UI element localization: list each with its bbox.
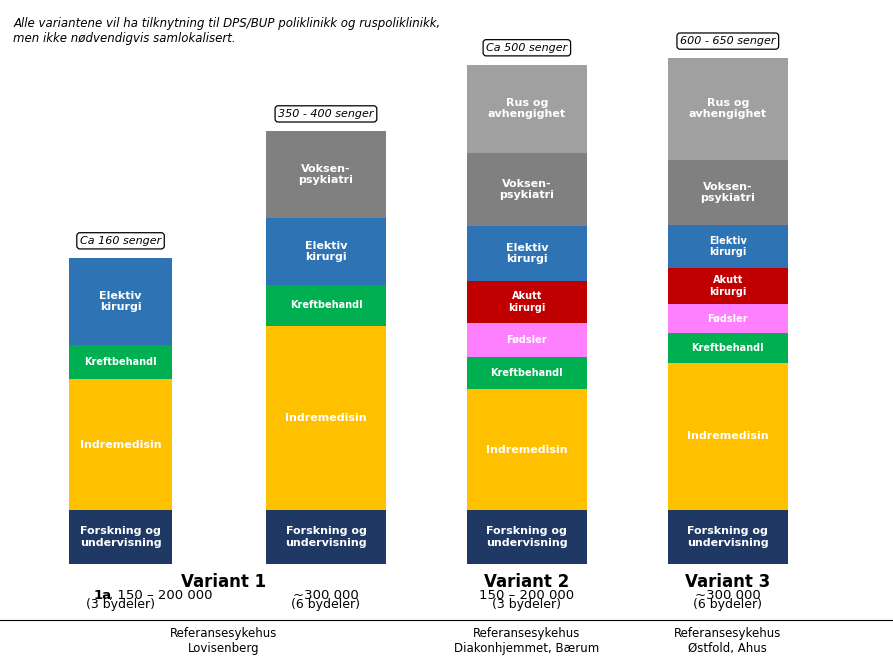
- Bar: [70, 379, 171, 510]
- Text: 350 - 400 senger: 350 - 400 senger: [279, 109, 373, 119]
- Bar: [667, 304, 788, 333]
- Text: Referansesykehus
Østfold, Ahus: Referansesykehus Østfold, Ahus: [674, 627, 781, 655]
- Text: Forskning og
undervisning: Forskning og undervisning: [687, 526, 769, 548]
- Text: Indremedisin: Indremedisin: [687, 432, 769, 441]
- Bar: [70, 510, 171, 564]
- Bar: [466, 226, 588, 281]
- Bar: [667, 160, 788, 225]
- Bar: [466, 281, 588, 323]
- Text: Elektiv
kirurgi: Elektiv kirurgi: [505, 243, 548, 265]
- Text: 1a: 1a: [94, 589, 112, 603]
- Bar: [667, 363, 788, 510]
- Text: Referansesykehus
Lovisenberg: Referansesykehus Lovisenberg: [170, 627, 277, 655]
- Text: Ca 500 senger: Ca 500 senger: [487, 43, 567, 53]
- Bar: [466, 323, 588, 357]
- Text: (6 bydeler): (6 bydeler): [693, 598, 763, 611]
- Text: Indremedisin: Indremedisin: [285, 413, 367, 423]
- Text: Variant 1: Variant 1: [180, 574, 266, 591]
- Text: Forskning og
undervisning: Forskning og undervisning: [486, 526, 568, 548]
- Text: Alle variantene vil ha tilknytning til DPS/BUP poliklinikk og ruspoliklinikk,
me: Alle variantene vil ha tilknytning til D…: [13, 17, 440, 45]
- Text: (6 bydeler): (6 bydeler): [291, 598, 361, 611]
- Text: Referansesykehus
Diakonhjemmet, Bærum: Referansesykehus Diakonhjemmet, Bærum: [455, 627, 599, 655]
- Bar: [265, 510, 386, 564]
- Text: 600 - 650 senger: 600 - 650 senger: [680, 36, 775, 46]
- Text: Kreftbehandl: Kreftbehandl: [84, 357, 157, 367]
- Text: Rus og
avhengighet: Rus og avhengighet: [488, 98, 566, 120]
- Text: Voksen-
psykiatri: Voksen- psykiatri: [700, 182, 755, 203]
- Text: ~300 000: ~300 000: [293, 589, 359, 603]
- Bar: [265, 218, 386, 285]
- Text: (3 bydeler): (3 bydeler): [86, 598, 155, 611]
- Text: Fødsler: Fødsler: [506, 335, 547, 345]
- Text: Voksen-
psykiatri: Voksen- psykiatri: [499, 179, 555, 200]
- Bar: [466, 510, 588, 564]
- Text: Ca 160 senger: Ca 160 senger: [80, 236, 161, 246]
- Bar: [667, 268, 788, 304]
- Bar: [466, 389, 588, 510]
- Bar: [466, 65, 588, 153]
- Text: Kreftbehandl: Kreftbehandl: [691, 343, 764, 353]
- Bar: [265, 285, 386, 326]
- Text: , 150 – 200 000: , 150 – 200 000: [109, 589, 213, 603]
- Text: Variant 3: Variant 3: [685, 574, 771, 591]
- Text: Akutt
kirurgi: Akutt kirurgi: [508, 291, 546, 313]
- Bar: [265, 326, 386, 510]
- Text: Forskning og
undervisning: Forskning og undervisning: [79, 526, 162, 548]
- Bar: [466, 153, 588, 226]
- Bar: [70, 345, 171, 379]
- Text: Akutt
kirurgi: Akutt kirurgi: [709, 275, 747, 297]
- Text: Elektiv
kirurgi: Elektiv kirurgi: [99, 291, 142, 312]
- Text: Indremedisin: Indremedisin: [79, 440, 162, 450]
- Bar: [265, 131, 386, 218]
- Text: Kreftbehandl: Kreftbehandl: [490, 369, 563, 378]
- Text: Fødsler: Fødsler: [707, 314, 748, 323]
- Text: ~300 000: ~300 000: [695, 589, 761, 603]
- Text: Rus og
avhengighet: Rus og avhengighet: [689, 98, 767, 120]
- Text: 150 – 200 000: 150 – 200 000: [480, 589, 574, 603]
- Bar: [466, 357, 588, 389]
- Text: Elektiv
kirurgi: Elektiv kirurgi: [709, 236, 747, 257]
- Bar: [667, 58, 788, 160]
- Bar: [70, 258, 171, 345]
- Bar: [667, 225, 788, 268]
- Text: Forskning og
undervisning: Forskning og undervisning: [285, 526, 367, 548]
- Bar: [667, 333, 788, 363]
- Text: Elektiv
kirurgi: Elektiv kirurgi: [305, 240, 347, 262]
- Text: Voksen-
psykiatri: Voksen- psykiatri: [298, 164, 354, 185]
- Text: Indremedisin: Indremedisin: [486, 445, 568, 454]
- Text: Variant 2: Variant 2: [484, 574, 570, 591]
- Text: Kreftbehandl: Kreftbehandl: [289, 301, 363, 310]
- Bar: [667, 510, 788, 564]
- Text: (3 bydeler): (3 bydeler): [492, 598, 562, 611]
